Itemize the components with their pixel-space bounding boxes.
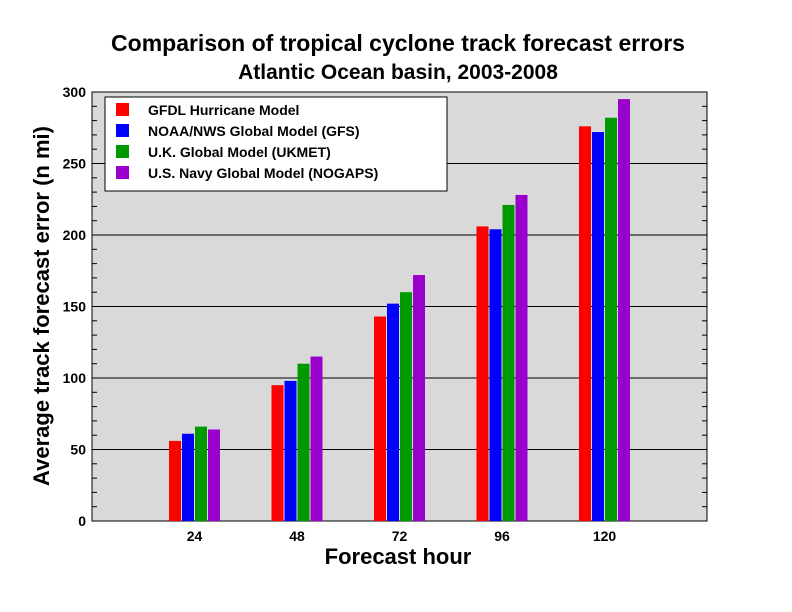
y-tick-label: 0 (78, 513, 86, 529)
bar (297, 363, 310, 521)
bar (169, 440, 181, 521)
x-tick-label: 120 (593, 528, 617, 544)
bar (195, 426, 207, 521)
legend-label: U.K. Global Model (UKMET) (148, 144, 331, 160)
bar (502, 204, 515, 521)
y-tick-label: 50 (70, 442, 86, 458)
chart-title: Comparison of tropical cyclone track for… (111, 30, 685, 56)
bar (208, 429, 220, 521)
chart-subtitle: Atlantic Ocean basin, 2003-2008 (238, 61, 558, 84)
legend-label: NOAA/NWS Global Model (GFS) (148, 123, 360, 139)
legend-swatch (116, 103, 129, 116)
x-tick-label: 72 (392, 528, 408, 544)
y-tick-label: 250 (63, 156, 87, 172)
bar (400, 292, 412, 521)
bar (605, 117, 617, 522)
y-tick-label: 150 (63, 299, 87, 315)
x-tick-label: 96 (494, 528, 510, 544)
bar (271, 385, 284, 521)
legend-label: GFDL Hurricane Model (148, 102, 299, 118)
bars (169, 99, 630, 522)
axis-ticks (92, 91, 707, 522)
bar (579, 126, 591, 521)
y-tick-label: 100 (63, 370, 87, 386)
x-tick-label: 24 (187, 528, 203, 544)
bar (476, 226, 489, 522)
bar (387, 303, 399, 521)
legend-swatch (116, 166, 129, 179)
bar (284, 380, 297, 521)
legend-swatch (116, 124, 129, 137)
bar (182, 433, 194, 521)
bar (310, 356, 323, 521)
y-tick-labels: 0 50 100 150 200 250 300 (63, 84, 87, 529)
x-tick-label: 48 (289, 528, 305, 544)
bar (489, 229, 502, 521)
y-axis-label: Average track forecast error (n mi) (29, 126, 54, 486)
bar (618, 99, 630, 522)
bar (374, 316, 386, 521)
legend: GFDL Hurricane Model NOAA/NWS Global Mode… (104, 96, 448, 192)
legend-label: U.S. Navy Global Model (NOGAPS) (148, 165, 378, 181)
y-tick-label: 200 (63, 227, 87, 243)
bar (592, 132, 604, 522)
x-tick-labels: 24 48 72 96 120 (187, 528, 617, 544)
legend-box (104, 96, 448, 192)
y-tick-label: 300 (63, 84, 87, 100)
x-axis-label: Forecast hour (325, 544, 472, 569)
bar (413, 275, 425, 521)
bar (515, 194, 528, 521)
legend-swatch (116, 145, 129, 158)
